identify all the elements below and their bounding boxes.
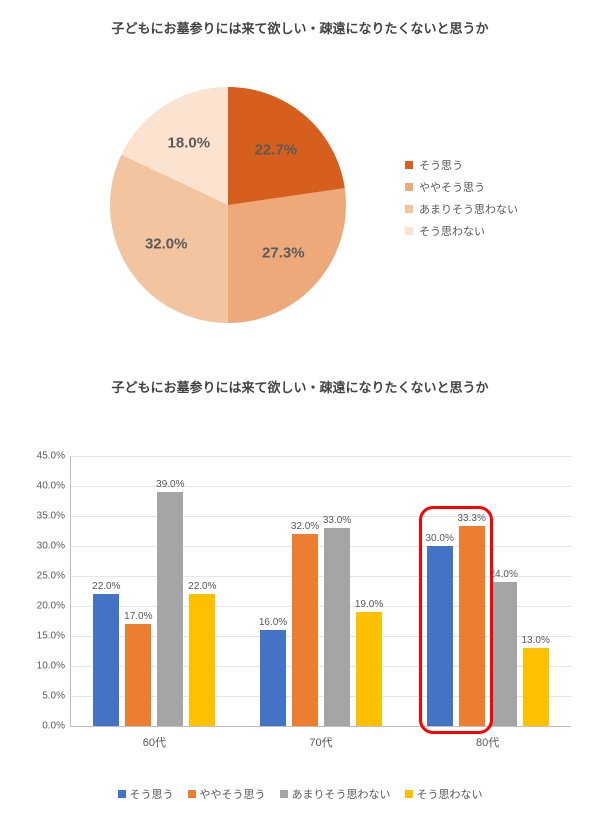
x-axis-label: 60代 — [143, 726, 166, 750]
y-axis-label: 15.0% — [37, 631, 71, 642]
pie-legend-label: あまりそう思わない — [419, 201, 518, 217]
pie-slice-label: 27.3% — [262, 244, 305, 261]
bar-legend-item: そう思う — [118, 786, 174, 802]
x-axis-label: 80代 — [476, 726, 499, 750]
bar-value-label: 33.3% — [457, 513, 485, 524]
bar-chart-legend: そう思う ややそう思う あまりそう思わない そう思わない — [0, 786, 600, 802]
y-axis-label: 5.0% — [42, 691, 71, 702]
pie — [110, 87, 346, 323]
pie-chart: 子どもにお墓参りには来て欲しい・疎遠になりたくないと思うか 22.7% 27.3%… — [0, 0, 600, 337]
bar: 33.0% — [324, 528, 350, 726]
bar-legend-swatch — [118, 790, 126, 798]
pie-slice-label: 32.0% — [145, 236, 188, 253]
pie-slice-label: 22.7% — [255, 141, 298, 158]
y-axis-label: 45.0% — [37, 451, 71, 462]
y-axis-label: 35.0% — [37, 511, 71, 522]
bar: 22.0% — [93, 594, 119, 726]
bar-legend-label: あまりそう思わない — [292, 786, 391, 802]
pie-legend-item: あまりそう思わない — [405, 201, 518, 217]
y-axis-label: 20.0% — [37, 601, 71, 612]
bar: 22.0% — [189, 594, 215, 726]
bar-legend-label: そう思う — [130, 786, 174, 802]
bar-value-label: 17.0% — [124, 611, 152, 622]
bar-legend-swatch — [188, 790, 196, 798]
x-axis-label: 70代 — [309, 726, 332, 750]
bar-value-label: 39.0% — [156, 479, 184, 490]
gridline — [71, 546, 571, 547]
pie-legend-swatch — [405, 183, 413, 191]
bar: 17.0% — [125, 624, 151, 726]
bar-legend-swatch — [405, 790, 413, 798]
bar: 19.0% — [356, 612, 382, 726]
bar-value-label: 16.0% — [259, 617, 287, 628]
bar-value-label: 13.0% — [521, 635, 549, 646]
pie-chart-area: 22.7% 27.3% 32.0% 18.0% そう思うややそう思うあまりそう思わないそ… — [0, 37, 600, 337]
pie-legend-swatch — [405, 205, 413, 213]
bar: 13.0% — [523, 648, 549, 726]
bar-value-label: 24.0% — [489, 569, 517, 580]
y-axis-label: 40.0% — [37, 481, 71, 492]
pie-chart-legend: そう思うややそう思うあまりそう思わないそう思わない — [405, 157, 518, 245]
gridline — [71, 516, 571, 517]
y-axis-label: 30.0% — [37, 541, 71, 552]
bar-value-label: 19.0% — [355, 599, 383, 610]
bar: 16.0% — [260, 630, 286, 726]
bar: 32.0% — [292, 534, 318, 726]
bar: 39.0% — [157, 492, 183, 726]
gridline — [71, 486, 571, 487]
bar-value-label: 30.0% — [425, 533, 453, 544]
pie-legend-item: そう思う — [405, 157, 518, 173]
pie-legend-label: そう思う — [419, 157, 463, 173]
bar-legend-item: あまりそう思わない — [280, 786, 391, 802]
bar-legend-label: ややそう思う — [200, 786, 266, 802]
pie-legend-swatch — [405, 227, 413, 235]
bar-legend-item: そう思わない — [405, 786, 483, 802]
bar-value-label: 22.0% — [188, 581, 216, 592]
y-axis-label: 10.0% — [37, 661, 71, 672]
pie-legend-item: ややそう思う — [405, 179, 518, 195]
y-axis-label: 0.0% — [42, 721, 71, 732]
pie-legend-item: そう思わない — [405, 223, 518, 239]
bar-legend-item: ややそう思う — [188, 786, 266, 802]
bar-legend-swatch — [280, 790, 288, 798]
y-axis-label: 25.0% — [37, 571, 71, 582]
bar-plot-area: 0.0%5.0%10.0%15.0%20.0%25.0%30.0%35.0%40… — [70, 456, 571, 727]
bar-value-label: 33.0% — [323, 515, 351, 526]
pie-legend-swatch — [405, 161, 413, 169]
bar-value-label: 22.0% — [92, 581, 120, 592]
bar-chart-title: 子どもにお墓参りには来て欲しい・疎遠になりたくないと思うか — [0, 377, 600, 396]
pie-legend-label: そう思わない — [419, 223, 485, 239]
bar: 24.0% — [491, 582, 517, 726]
bar: 30.0% — [427, 546, 453, 726]
bar-chart-area: 0.0% 5.0% 10.0% 15.0% 20.0% 25.0% 30.0% 35.0% 40… — [0, 396, 600, 756]
bar: 33.3% — [459, 526, 485, 726]
pie-slice-label: 18.0% — [168, 135, 211, 152]
pie-chart-title: 子どもにお墓参りには来て欲しい・疎遠になりたくないと思うか — [0, 18, 600, 37]
gridline — [71, 456, 571, 457]
bar-legend-label: そう思わない — [417, 786, 483, 802]
pie-legend-label: ややそう思う — [419, 179, 485, 195]
bar-value-label: 32.0% — [291, 521, 319, 532]
bar-chart: 子どもにお墓参りには来て欲しい・疎遠になりたくないと思うか 0.0% 5.0% 10… — [0, 337, 600, 822]
